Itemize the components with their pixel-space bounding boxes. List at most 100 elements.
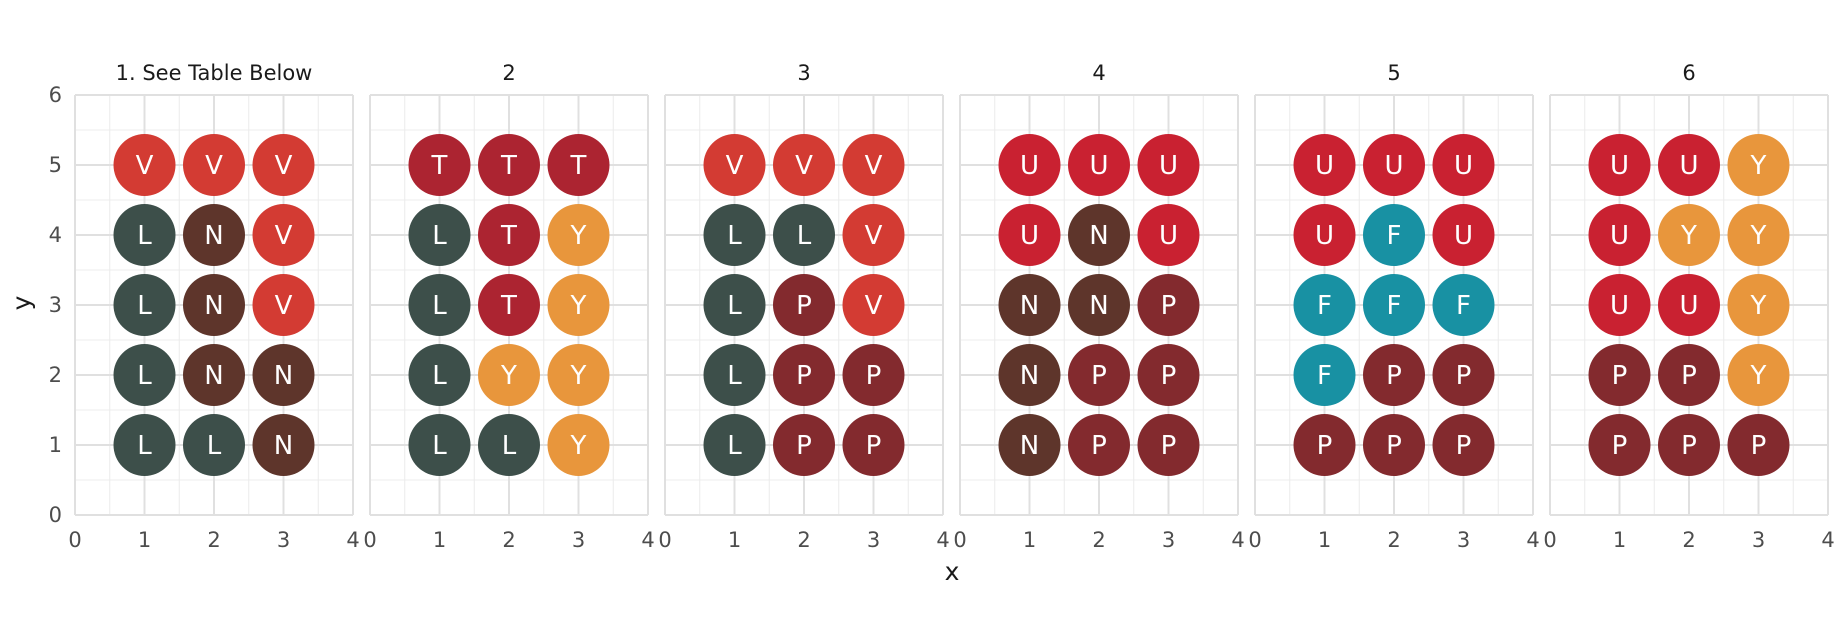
point-U bbox=[998, 134, 1061, 196]
point-F bbox=[1363, 274, 1425, 336]
point-U bbox=[1588, 204, 1651, 266]
point-U bbox=[1363, 134, 1425, 196]
point-label: N bbox=[274, 361, 293, 391]
point-label: L bbox=[137, 291, 152, 321]
point-label: P bbox=[1091, 431, 1107, 461]
y-tick-label: 3 bbox=[49, 293, 62, 317]
point-N bbox=[183, 204, 245, 266]
point-label: L bbox=[137, 361, 152, 391]
point-label: L bbox=[727, 291, 742, 321]
point-Y bbox=[1727, 344, 1790, 406]
point-label: V bbox=[275, 221, 293, 251]
point-label: P bbox=[1456, 361, 1472, 391]
point-label: L bbox=[432, 361, 447, 391]
point-F bbox=[1293, 274, 1356, 336]
point-F bbox=[1363, 204, 1425, 266]
point-label: U bbox=[1679, 151, 1698, 181]
point-U bbox=[1432, 134, 1495, 196]
point-label: U bbox=[1315, 221, 1334, 251]
point-label: L bbox=[727, 221, 742, 251]
point-label: T bbox=[431, 151, 448, 181]
point-V bbox=[113, 134, 176, 196]
point-label: P bbox=[1456, 431, 1472, 461]
point-label: U bbox=[1020, 221, 1039, 251]
point-label: L bbox=[207, 431, 222, 461]
x-tick-label: 0 bbox=[363, 528, 376, 552]
point-label: N bbox=[1089, 221, 1108, 251]
point-N bbox=[252, 344, 315, 406]
point-T bbox=[547, 134, 610, 196]
point-U bbox=[1432, 204, 1495, 266]
point-label: P bbox=[796, 431, 812, 461]
point-L bbox=[113, 204, 176, 266]
point-P bbox=[1432, 414, 1495, 476]
point-label: P bbox=[1612, 431, 1628, 461]
x-tick-label: 4 bbox=[936, 528, 949, 552]
y-tick-label: 2 bbox=[49, 363, 62, 387]
x-tick-label: 0 bbox=[658, 528, 671, 552]
panel-2: 2 0 1 2 3 4 T T T L T Y L T Y L Y Y L L Y bbox=[363, 61, 654, 552]
x-tick-label: 3 bbox=[277, 528, 290, 552]
point-U bbox=[1658, 134, 1720, 196]
point-label: L bbox=[502, 431, 517, 461]
point-label: L bbox=[432, 221, 447, 251]
point-label: V bbox=[275, 291, 293, 321]
x-tick-label: 3 bbox=[1752, 528, 1765, 552]
x-tick-label: 0 bbox=[953, 528, 966, 552]
point-label: U bbox=[1315, 151, 1334, 181]
x-tick-label: 2 bbox=[207, 528, 220, 552]
point-P bbox=[773, 274, 835, 336]
point-P bbox=[1588, 344, 1651, 406]
point-P bbox=[842, 344, 905, 406]
point-label: U bbox=[1159, 151, 1178, 181]
panel-title: 6 bbox=[1682, 61, 1695, 85]
x-tick-label: 4 bbox=[641, 528, 654, 552]
point-label: U bbox=[1454, 221, 1473, 251]
point-V bbox=[252, 134, 315, 196]
point-label: V bbox=[726, 151, 744, 181]
panel-title: 5 bbox=[1387, 61, 1400, 85]
point-label: L bbox=[432, 431, 447, 461]
point-label: F bbox=[1317, 291, 1332, 321]
point-label: U bbox=[1159, 221, 1178, 251]
point-label: Y bbox=[1750, 361, 1767, 391]
point-U bbox=[1137, 204, 1200, 266]
x-tick-label: 2 bbox=[1682, 528, 1695, 552]
point-P bbox=[1432, 344, 1495, 406]
point-label: L bbox=[797, 221, 812, 251]
point-N bbox=[1068, 274, 1130, 336]
point-U bbox=[1658, 274, 1720, 336]
panel-3: 3 0 1 2 3 4 V V V L L V L P V L P P L P P bbox=[658, 61, 949, 552]
y-tick-label: 0 bbox=[49, 503, 62, 527]
point-label: P bbox=[1681, 431, 1697, 461]
point-T bbox=[478, 134, 540, 196]
point-label: P bbox=[1161, 431, 1177, 461]
point-label: Y bbox=[570, 431, 587, 461]
point-label: U bbox=[1089, 151, 1108, 181]
point-L bbox=[408, 414, 471, 476]
point-label: P bbox=[796, 291, 812, 321]
point-label: P bbox=[1317, 431, 1333, 461]
point-Y bbox=[1727, 274, 1790, 336]
y-tick-label: 6 bbox=[49, 83, 62, 107]
point-L bbox=[703, 274, 766, 336]
point-V bbox=[252, 274, 315, 336]
point-V bbox=[703, 134, 766, 196]
point-label: N bbox=[1089, 291, 1108, 321]
x-tick-label: 1 bbox=[1613, 528, 1626, 552]
point-P bbox=[1658, 414, 1720, 476]
y-axis-title: y bbox=[7, 295, 36, 310]
point-N bbox=[183, 274, 245, 336]
point-label: T bbox=[570, 151, 587, 181]
x-tick-label: 4 bbox=[1231, 528, 1244, 552]
point-label: N bbox=[204, 361, 223, 391]
point-Y bbox=[547, 274, 610, 336]
point-label: L bbox=[727, 431, 742, 461]
point-label: Y bbox=[1680, 221, 1697, 251]
point-P bbox=[1068, 344, 1130, 406]
point-label: V bbox=[865, 221, 883, 251]
point-label: Y bbox=[500, 361, 517, 391]
point-label: P bbox=[1751, 431, 1767, 461]
point-label: T bbox=[500, 221, 517, 251]
